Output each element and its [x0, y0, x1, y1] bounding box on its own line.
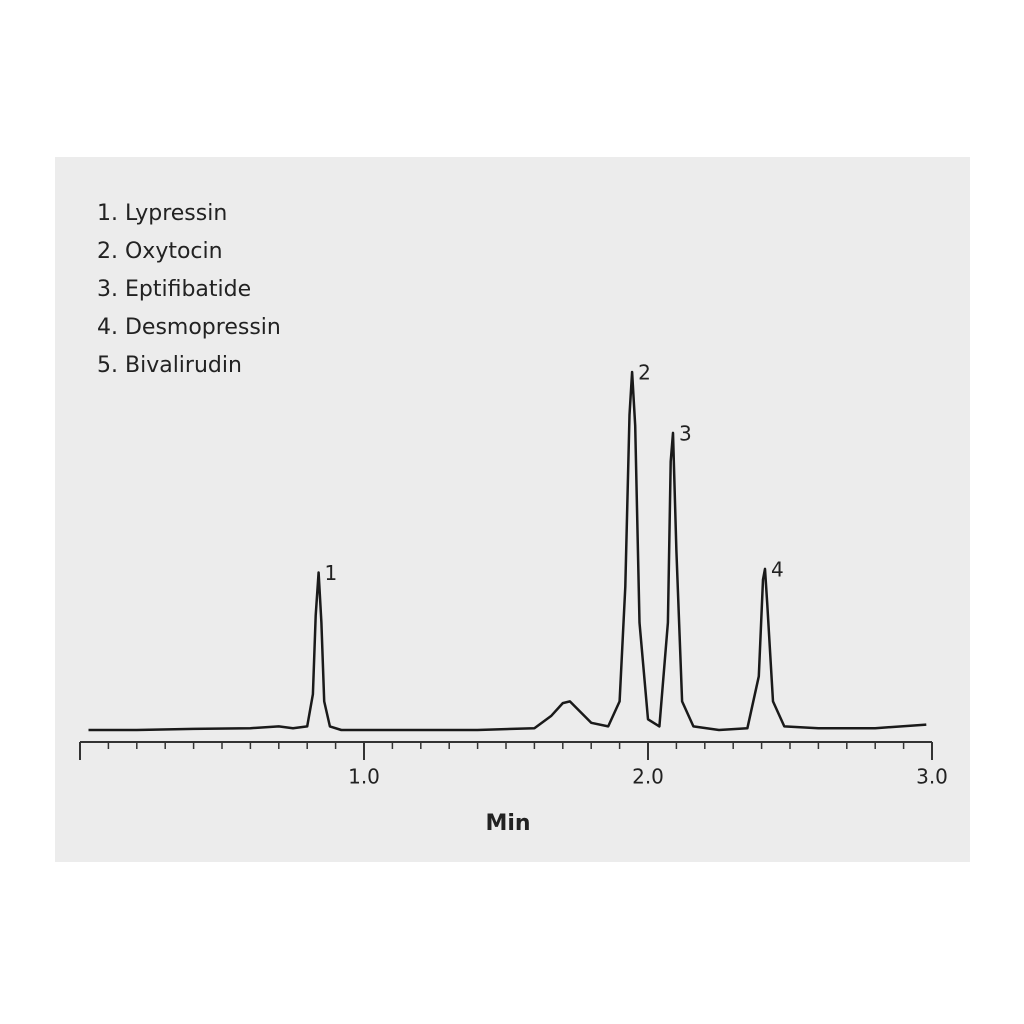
legend-item: 2. Oxytocin: [97, 239, 223, 264]
peak-label: 2: [638, 361, 651, 385]
x-tick-label: 3.0: [916, 765, 948, 789]
peak-label: 1: [325, 561, 338, 585]
x-tick-label: 1.0: [348, 765, 380, 789]
legend-item: 3. Eptifibatide: [97, 277, 251, 302]
x-axis-title: Min: [485, 811, 530, 836]
chromatogram-trace: [88, 370, 927, 732]
peak-label: 4: [771, 557, 784, 581]
legend-item: 5. Bivalirudin: [97, 353, 242, 378]
x-tick-label: 2.0: [632, 765, 664, 789]
legend-item: 1. Lypressin: [97, 201, 227, 226]
peak-label: 3: [679, 421, 692, 445]
plot-panel: [55, 157, 970, 862]
legend-item: 4. Desmopressin: [97, 315, 281, 340]
